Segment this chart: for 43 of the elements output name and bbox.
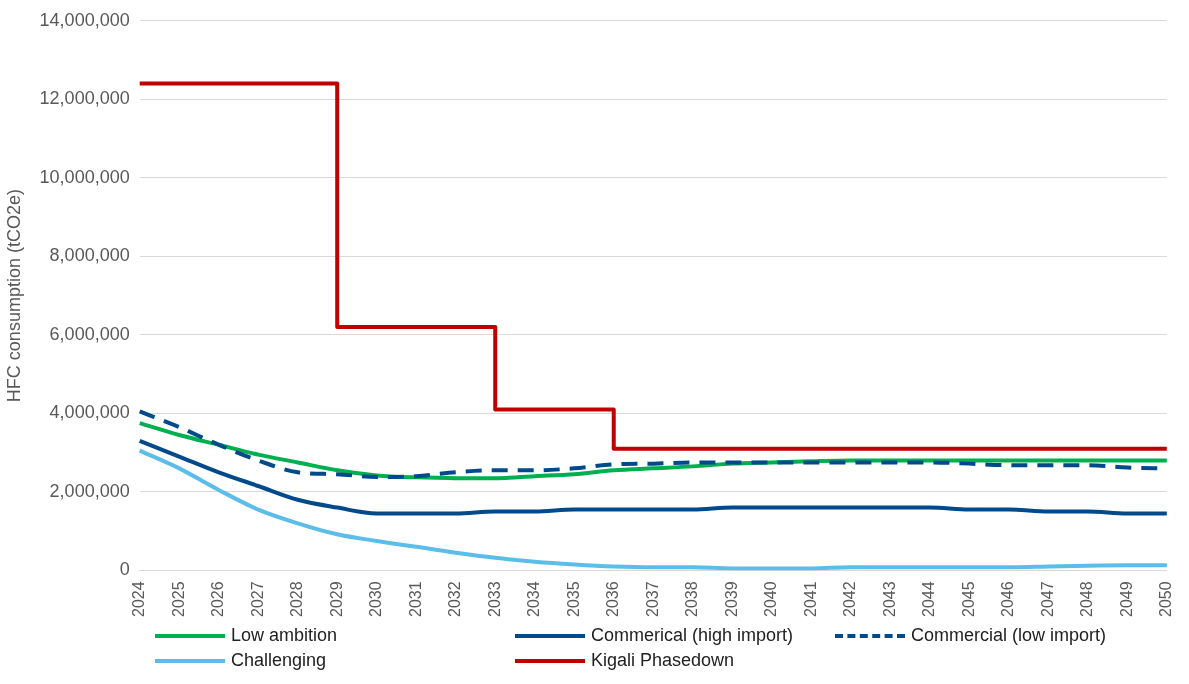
legend-label: Low ambition	[231, 625, 338, 646]
x-tick-label: 2029	[327, 581, 345, 617]
line-series	[137, 438, 1169, 516]
y-tick-label: 0	[119, 559, 130, 580]
x-tick-label: 2036	[604, 581, 622, 617]
x-tick-label: 2025	[169, 581, 187, 617]
y-tick-label: 2,000,000	[49, 480, 130, 501]
x-tick-label: 2044	[920, 581, 938, 617]
y-tick-label: 6,000,000	[49, 323, 130, 344]
x-tick-label: 2031	[406, 581, 424, 617]
x-tick-label: 2047	[1038, 581, 1056, 617]
y-tick-label: 4,000,000	[49, 402, 130, 423]
x-tick-label: 2027	[248, 581, 266, 617]
y-tick-label: 10,000,000	[39, 166, 130, 187]
x-tick-label: 2043	[880, 581, 898, 617]
y-tick-label: 8,000,000	[49, 245, 130, 266]
x-tick-label: 2026	[209, 581, 227, 617]
x-tick-label: 2050	[1157, 581, 1175, 617]
legend-label: Commercial (low import)	[911, 625, 1107, 646]
x-tick-label: 2039	[722, 581, 740, 617]
x-tick-label: 2045	[959, 581, 977, 617]
x-tick-label: 2048	[1078, 581, 1096, 617]
legend-label: Commerical (high import)	[591, 625, 794, 646]
x-tick-label: 2040	[762, 581, 780, 617]
x-tick-label: 2037	[643, 581, 661, 617]
x-tick-label: 2032	[446, 581, 464, 617]
legend-label: Challenging	[231, 650, 327, 671]
x-tick-label: 2035	[564, 581, 582, 617]
x-tick-label: 2024	[130, 581, 148, 617]
x-tick-label: 2046	[999, 581, 1017, 617]
x-tick-label: 2041	[801, 581, 819, 617]
x-tick-label: 2049	[1117, 581, 1135, 617]
legend-label: Kigali Phasedown	[591, 650, 735, 671]
line-series	[137, 448, 1169, 571]
y-axis-title: HFC consumption (tCO2e)	[3, 189, 24, 403]
y-tick-label: 14,000,000	[39, 9, 130, 30]
x-tick-label: 2033	[485, 581, 503, 617]
x-tick-label: 2038	[683, 581, 701, 617]
x-tick-label: 2030	[367, 581, 385, 617]
x-tick-label: 2028	[288, 581, 306, 617]
x-tick-label: 2042	[841, 581, 859, 617]
y-tick-label: 12,000,000	[39, 88, 130, 109]
x-tick-label: 2034	[525, 581, 543, 617]
